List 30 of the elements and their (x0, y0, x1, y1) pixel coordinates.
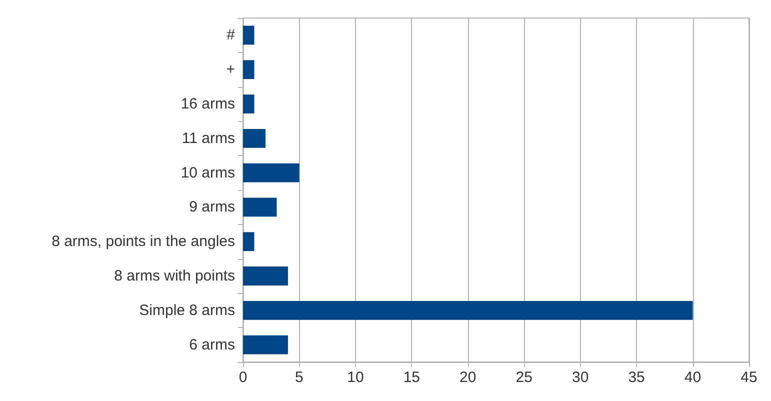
y-tick-label: + (226, 61, 236, 78)
x-tick-label: 15 (403, 369, 420, 386)
y-tick-label: 11 arms (182, 130, 235, 147)
y-tick-label: 10 arms (180, 164, 235, 182)
x-tick-label: 40 (684, 369, 702, 386)
y-tick-label: 8 arms, points in the angles (52, 233, 235, 250)
y-tick-label: 8 arms with points (114, 268, 235, 284)
x-tick-label: 45 (740, 369, 758, 386)
x-tick-label: 5 (295, 369, 304, 386)
y-tick-label: # (226, 26, 236, 44)
bar (243, 94, 254, 114)
x-tick-label: 30 (572, 369, 589, 386)
bar (243, 198, 277, 217)
y-tick-label: 6 arms (189, 336, 235, 354)
bar (243, 26, 254, 45)
y-tick-label: 16 arms (180, 96, 235, 112)
x-tick-label: 35 (628, 369, 645, 386)
x-tick-label: 20 (460, 369, 476, 386)
bar (243, 232, 254, 252)
x-tick-label: 10 (347, 369, 364, 386)
bar (243, 163, 300, 182)
bar (243, 266, 288, 286)
x-tick-label: 25 (516, 369, 532, 386)
bar (243, 60, 254, 80)
bar (243, 335, 288, 354)
y-tick-label: 9 arms (189, 198, 235, 216)
bar (243, 128, 266, 148)
bar (243, 300, 693, 320)
y-tick-label: Simple 8 arms (139, 302, 235, 319)
x-tick-label: 0 (238, 369, 248, 386)
